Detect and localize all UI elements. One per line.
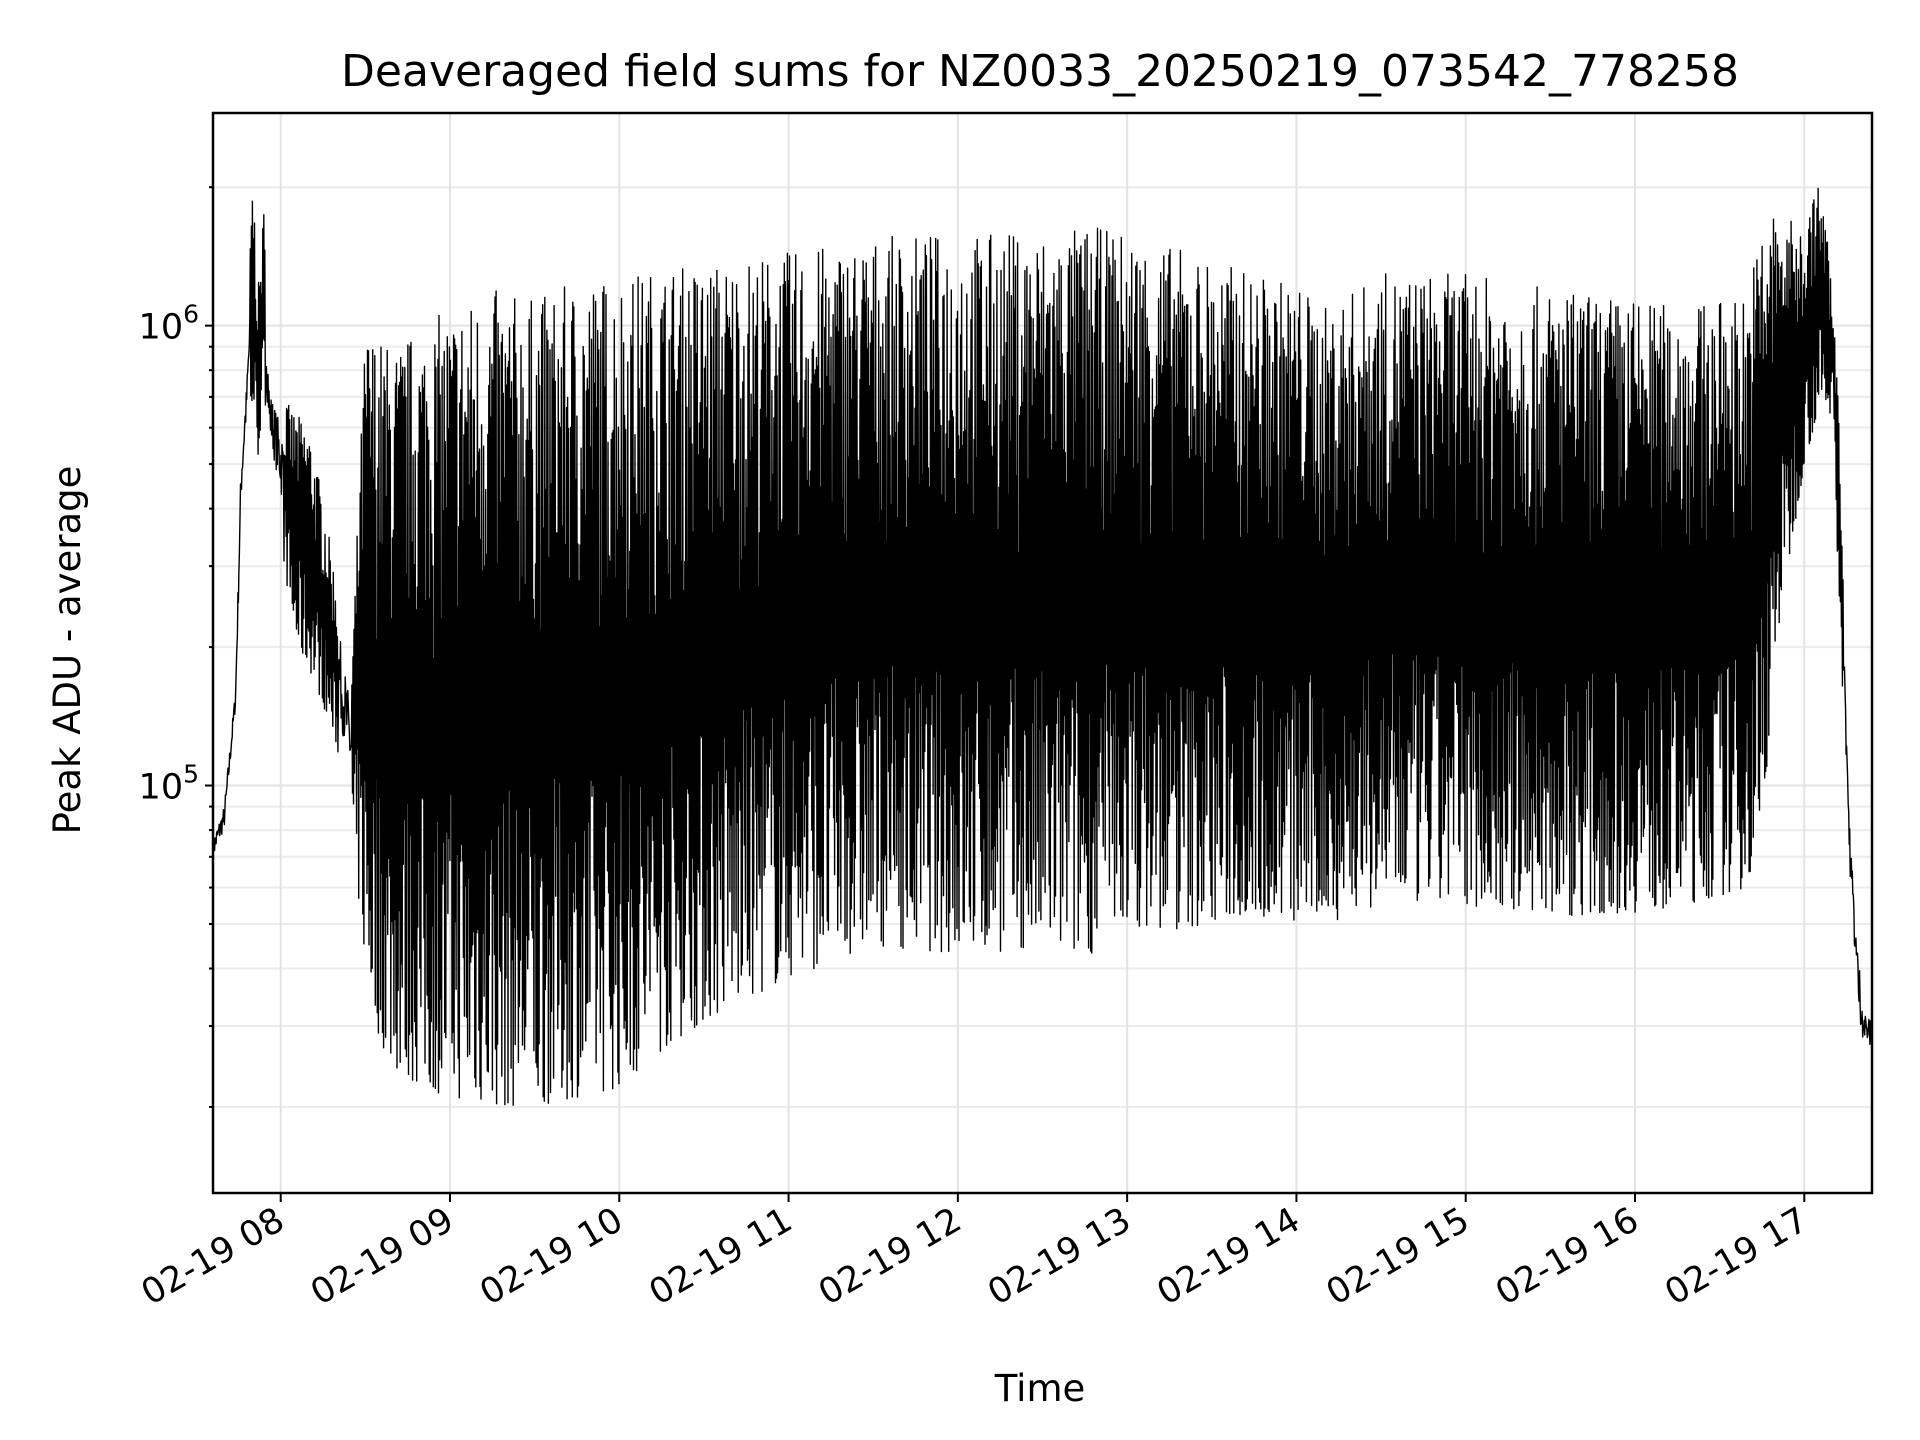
- plot-frame: [211, 111, 1874, 1195]
- y-tick-label-base: 10: [139, 768, 184, 808]
- y-tick-label: 106: [139, 300, 199, 348]
- y-tick-label-exponent: 6: [183, 300, 199, 329]
- chart-title: Deaveraged field sums for NZ0033_2025021…: [341, 46, 1739, 97]
- x-axis-label: Time: [994, 1367, 1086, 1410]
- y-tick-label-base: 10: [139, 308, 184, 348]
- y-tick-label: 105: [139, 760, 199, 808]
- y-axis-label: Peak ADU - average: [46, 466, 89, 835]
- series-line: [212, 187, 1873, 1106]
- y-tick-label-exponent: 5: [183, 760, 199, 789]
- data-series: [212, 187, 1873, 1106]
